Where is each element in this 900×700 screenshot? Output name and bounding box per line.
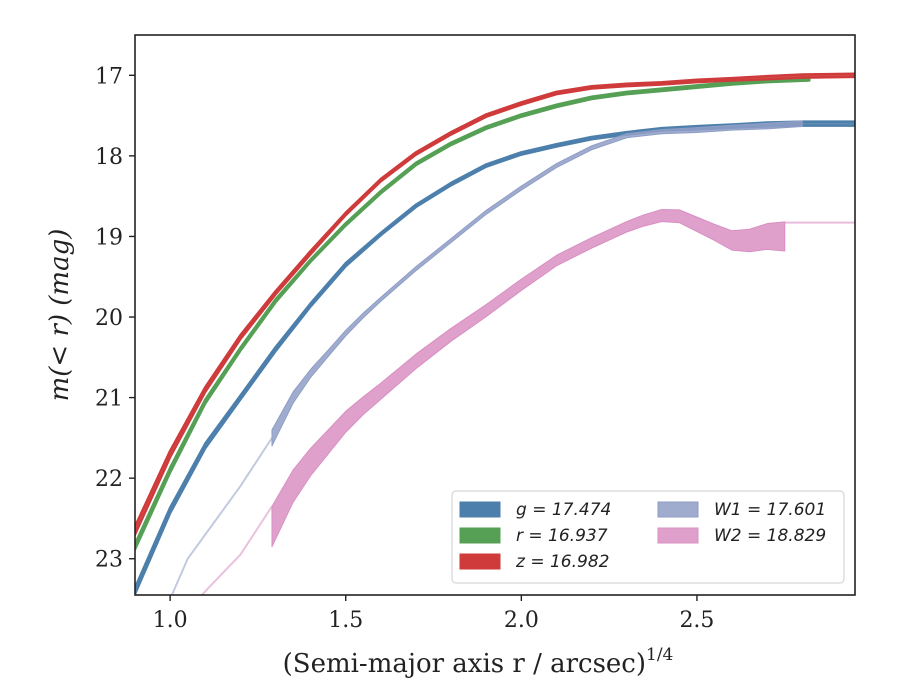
x-axis-label: (Semi-major axis r / arcsec)1/4 bbox=[283, 645, 674, 679]
legend-swatch-w1 bbox=[657, 501, 699, 518]
legend: g = 17.474 r = 16.937 z = 16.982 W1 = 17.60… bbox=[451, 490, 845, 584]
legend-label-w1: W1 = 17.601 bbox=[714, 500, 826, 520]
legend-swatch-z bbox=[459, 553, 501, 570]
x-tick-label: 2.0 bbox=[504, 608, 539, 633]
plot-area bbox=[135, 72, 855, 595]
legend-label-g: g = 17.474 bbox=[516, 500, 611, 520]
y-axis-label: m(< r) (mag) bbox=[45, 229, 75, 402]
legend-label-r: r = 16.937 bbox=[516, 526, 608, 546]
plot-frame bbox=[134, 34, 856, 596]
y-tick-label: 20 bbox=[95, 306, 123, 331]
y-tick-label: 17 bbox=[95, 64, 123, 89]
series-r bbox=[135, 76, 811, 551]
x-tick-label: 2.5 bbox=[679, 608, 714, 633]
x-axis-label-exponent: 1/4 bbox=[646, 645, 673, 665]
x-tick-label: 1.0 bbox=[153, 608, 188, 633]
x-tick-label: 1.5 bbox=[328, 608, 363, 633]
series-w2-band bbox=[271, 208, 786, 548]
legend-swatch-w2 bbox=[657, 527, 699, 544]
series-g bbox=[135, 120, 855, 595]
y-tick-label: 19 bbox=[95, 225, 123, 250]
legend-label-z: z = 16.982 bbox=[515, 552, 609, 572]
series-z-band bbox=[135, 72, 855, 536]
legend-swatch-g bbox=[459, 501, 501, 518]
series-w2 bbox=[201, 208, 855, 595]
legend-swatch-r bbox=[459, 527, 501, 544]
x-axis-label-text: (Semi-major axis r / arcsec) bbox=[283, 649, 646, 679]
series-w2-extrapolation bbox=[201, 505, 273, 595]
series-w1-band bbox=[271, 120, 803, 447]
series-r-band bbox=[135, 76, 811, 551]
y-tick-label: 21 bbox=[95, 387, 123, 412]
legend-box bbox=[451, 490, 845, 584]
y-tick-label: 18 bbox=[95, 145, 123, 170]
series-w1-extrapolation bbox=[170, 437, 273, 595]
x-axis: 1.0 1.5 2.0 2.5 bbox=[153, 595, 714, 633]
y-tick-label: 23 bbox=[95, 548, 123, 573]
y-axis: 17 18 19 20 21 22 23 bbox=[95, 64, 135, 573]
legend-label-w2: W2 = 18.829 bbox=[714, 526, 826, 546]
series-g-band bbox=[135, 120, 855, 595]
series-w1 bbox=[170, 120, 803, 595]
y-tick-label: 22 bbox=[95, 467, 123, 492]
series-z bbox=[135, 72, 855, 536]
